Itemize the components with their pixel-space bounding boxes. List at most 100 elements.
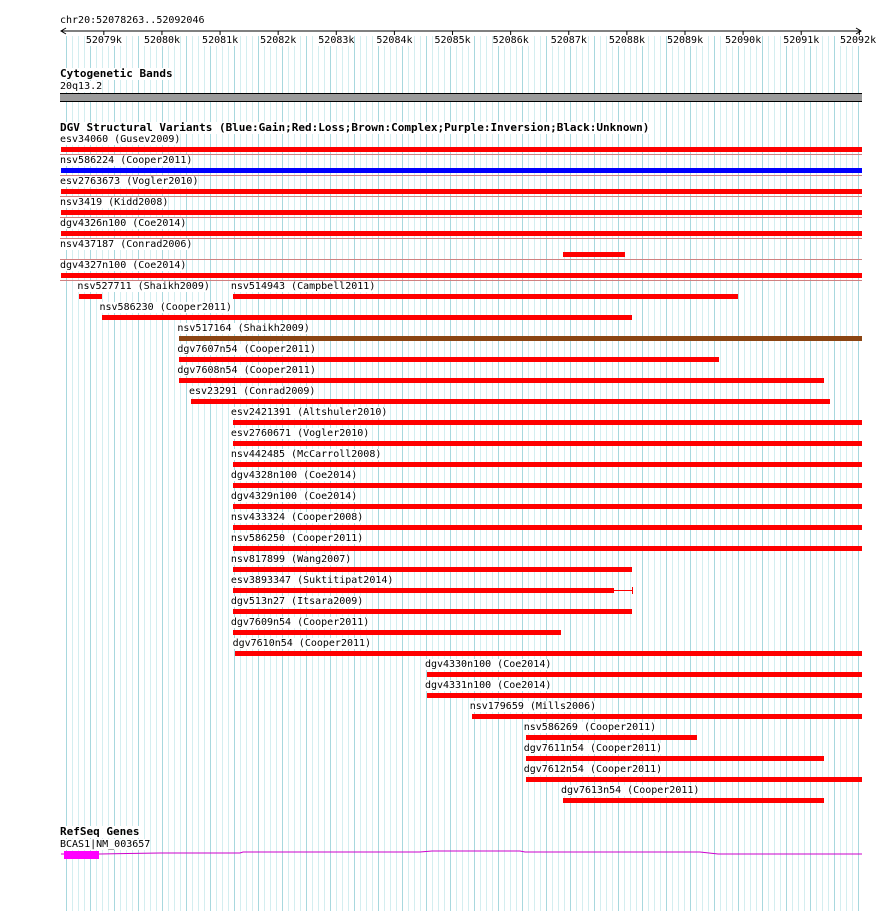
dgv-variant-bar[interactable] (232, 420, 862, 425)
dgv-variant-label[interactable]: esv2760671 (Vogler2010) (230, 428, 370, 439)
ruler-tick-label: 52081k (202, 35, 239, 46)
dgv-variant-bar[interactable] (179, 378, 825, 383)
dgv-row-separator (60, 238, 862, 239)
dgv-variant-bar[interactable] (61, 210, 862, 215)
dgv-variant-bar[interactable] (61, 189, 862, 194)
ruler-tick-label: 52085k (434, 35, 471, 46)
dgv-variant-label[interactable]: nsv3419 (Kidd2008) (60, 197, 169, 208)
dgv-variant-label[interactable]: nsv517164 (Shaikh2009) (177, 323, 310, 334)
dgv-variant-bar[interactable] (61, 273, 862, 278)
dgv-variant-bar[interactable] (232, 441, 862, 446)
dgv-variant-bar[interactable] (562, 252, 626, 257)
ruler-position-label: chr20:52078263..52092046 (60, 15, 205, 26)
dgv-variant-bar[interactable] (232, 567, 632, 572)
dgv-variant-bar[interactable] (232, 504, 862, 509)
dgv-variant-bar[interactable] (232, 294, 739, 299)
dgv-variant-bar[interactable] (61, 168, 862, 173)
dgv-variant-bar[interactable] (232, 483, 862, 488)
dgv-row-separator (60, 280, 862, 281)
ruler-tick-label: 52084k (376, 35, 413, 46)
dgv-variant-label[interactable]: dgv7610n54 (Cooper2011) (232, 638, 372, 649)
ruler-tick-label: 52080k (143, 35, 181, 46)
dgv-variant-bar[interactable] (426, 672, 862, 677)
ruler-tick-label: 52089k (666, 35, 704, 46)
dgv-variant-label[interactable]: dgv7612n54 (Cooper2011) (523, 764, 663, 775)
cytoband-label: 20q13.2 (60, 81, 103, 92)
dgv-variant-label[interactable]: dgv4331n100 (Coe2014) (424, 680, 552, 691)
dgv-row-separator (60, 175, 862, 176)
dgv-variant-label[interactable]: nsv514943 (Campbell2011) (230, 281, 376, 292)
dgv-variant-label[interactable]: dgv4330n100 (Coe2014) (424, 659, 552, 670)
dgv-variant-bar[interactable] (101, 315, 632, 320)
dgv-variant-label[interactable]: nsv817899 (Wang2007) (230, 554, 352, 565)
refseq-gene-label: BCAS1|NM_003657 (60, 839, 151, 850)
dgv-variant-label[interactable]: nsv442485 (McCarroll2008) (230, 449, 382, 460)
dgv-variant-bar[interactable] (79, 294, 102, 299)
dgv-variant-bar[interactable] (191, 399, 830, 404)
cytoband-track-title: Cytogenetic Bands (60, 67, 173, 80)
ruler-tick-label: 52092k (840, 35, 877, 46)
refseq-gene-model[interactable] (0, 845, 890, 865)
dgv-row-separator (60, 154, 862, 155)
dgv-variant-label[interactable]: dgv7609n54 (Cooper2011) (230, 617, 370, 628)
dgv-variant-bar[interactable] (61, 147, 862, 152)
dgv-variant-label[interactable]: nsv586269 (Cooper2011) (523, 722, 657, 733)
dgv-variant-label[interactable]: nsv586224 (Cooper2011) (60, 155, 193, 166)
refseq-track-title: RefSeq Genes (60, 825, 140, 838)
dgv-variant-bar[interactable] (232, 525, 862, 530)
ruler-tick-label: 52087k (550, 35, 587, 46)
ruler-scale (60, 27, 862, 36)
dgv-variant-label[interactable]: nsv586250 (Cooper2011) (230, 533, 364, 544)
dgv-variant-bar[interactable] (232, 462, 862, 467)
dgv-variant-bar[interactable] (232, 630, 562, 635)
ruler-tick-label: 52088k (608, 35, 645, 46)
dgv-variant-label[interactable]: nsv433324 (Cooper2008) (230, 512, 364, 523)
dgv-variant-whisker (614, 590, 632, 591)
ruler-tick-label: 52086k (492, 35, 529, 46)
dgv-track-title: DGV Structural Variants (Blue:Gain;Red:L… (60, 121, 650, 134)
dgv-variant-label[interactable]: esv2763673 (Vogler2010) (60, 176, 199, 187)
ruler-tick-label: 52083k (318, 35, 355, 46)
dgv-variant-label[interactable]: dgv4327n100 (Coe2014) (60, 260, 187, 271)
dgv-variant-label[interactable]: dgv7613n54 (Cooper2011) (560, 785, 700, 796)
dgv-variant-label[interactable]: nsv437187 (Conrad2006) (60, 239, 193, 250)
dgv-variant-whisker-cap (631, 587, 633, 594)
dgv-row-separator (60, 217, 862, 218)
cytoband-bar[interactable] (60, 93, 862, 102)
dgv-variant-label[interactable]: nsv527711 (Shaikh2009) (77, 281, 210, 292)
dgv-variant-bar[interactable] (426, 693, 862, 698)
dgv-variant-label[interactable]: esv23291 (Conrad2009) (189, 386, 316, 397)
dgv-variant-label[interactable]: dgv7611n54 (Cooper2011) (523, 743, 663, 754)
dgv-variant-label[interactable]: dgv7607n54 (Cooper2011) (177, 344, 316, 355)
dgv-row-separator (60, 196, 862, 197)
dgv-variant-bar[interactable] (232, 546, 862, 551)
dgv-variant-bar[interactable] (525, 777, 862, 782)
dgv-variant-bar[interactable] (232, 588, 615, 593)
dgv-variant-label[interactable]: esv34060 (Gusev2009) (60, 134, 181, 145)
dgv-variant-label[interactable]: nsv179659 (Mills2006) (469, 701, 597, 712)
dgv-variant-label[interactable]: nsv586230 (Cooper2011) (99, 302, 232, 313)
dgv-variant-label[interactable]: dgv4326n100 (Coe2014) (60, 218, 187, 229)
refseq-exon[interactable] (64, 851, 99, 859)
dgv-variant-bar[interactable] (61, 231, 862, 236)
dgv-variant-bar[interactable] (232, 609, 632, 614)
dgv-variant-label[interactable]: esv3893347 (Suktitipat2014) (230, 575, 394, 586)
dgv-variant-bar[interactable] (562, 798, 825, 803)
dgv-variant-label[interactable]: esv2421391 (Altshuler2010) (230, 407, 388, 418)
dgv-variant-bar[interactable] (179, 357, 719, 362)
dgv-variant-label[interactable]: dgv7608n54 (Cooper2011) (177, 365, 316, 376)
dgv-variant-bar[interactable] (525, 735, 698, 740)
dgv-variant-bar[interactable] (179, 336, 862, 341)
dgv-variant-label[interactable]: dgv4328n100 (Coe2014) (230, 470, 358, 481)
dgv-variant-bar[interactable] (471, 714, 862, 719)
dgv-variant-bar[interactable] (234, 651, 862, 656)
ruler-tick-label: 52091k (783, 35, 820, 46)
dgv-variant-bar[interactable] (525, 756, 825, 761)
dgv-row-separator (60, 259, 862, 260)
dgv-variant-label[interactable]: dgv513n27 (Itsara2009) (230, 596, 364, 607)
ruler-tick-label: 52079k (85, 35, 122, 46)
dgv-variant-label[interactable]: dgv4329n100 (Coe2014) (230, 491, 358, 502)
ruler-tick-label: 52090k (725, 35, 762, 46)
